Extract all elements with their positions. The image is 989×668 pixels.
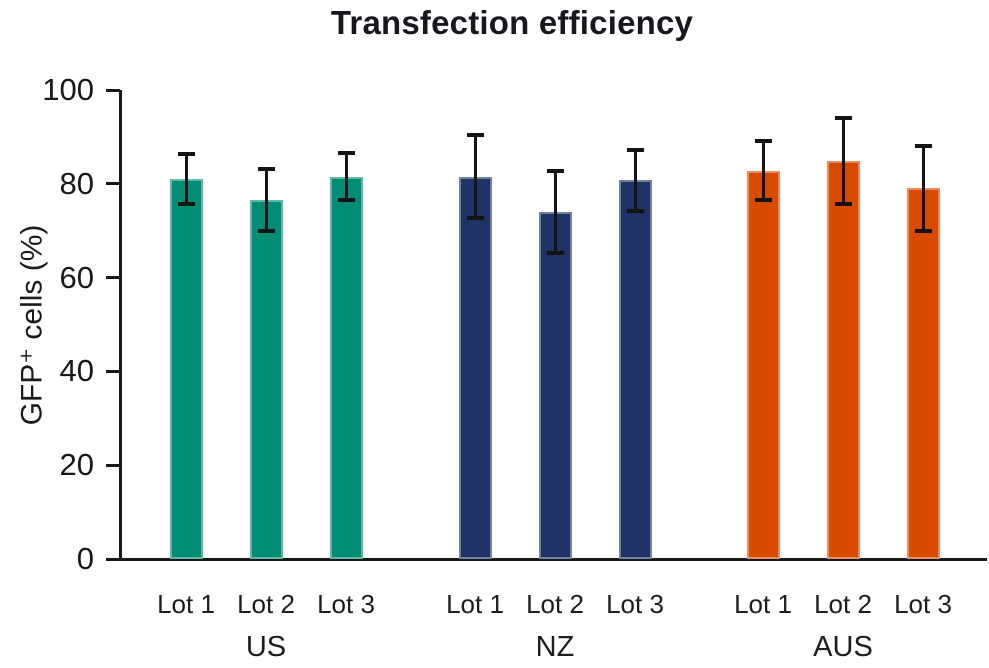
error-bar-cap-aus-lot-3: [914, 143, 932, 148]
y-tick-mark: [106, 463, 120, 467]
bar-nz-lot-2: [538, 211, 572, 559]
error-bar-aus-lot-1: [761, 141, 765, 201]
y-tick-label: 40: [59, 353, 94, 389]
error-bar-us-lot-1: [184, 154, 188, 204]
bar-aus-lot-3: [906, 188, 940, 559]
error-bar-cap-nz-lot-2: [546, 169, 564, 174]
error-bar-cap-us-lot-3: [337, 198, 355, 203]
y-tick-mark: [106, 557, 120, 561]
y-tick-label: 0: [76, 541, 94, 576]
error-bar-cap-us-lot-2: [257, 229, 275, 234]
error-bar-cap-us-lot-3: [337, 151, 355, 156]
error-bar-cap-us-lot-1: [177, 201, 195, 206]
error-bar-cap-us-lot-1: [177, 152, 195, 157]
bar-us-lot-1: [169, 179, 203, 559]
error-bar-cap-nz-lot-2: [546, 250, 564, 255]
y-tick-label: 100: [42, 72, 94, 107]
x-tick-label-aus-lot-1: Lot 1: [734, 589, 792, 619]
y-axis-label: GFP⁺ cells (%): [15, 224, 49, 426]
y-tick-mark: [106, 88, 120, 92]
error-bar-aus-lot-3: [921, 145, 925, 232]
bar-us-lot-3: [329, 176, 363, 559]
error-bar-cap-aus-lot-2: [834, 202, 852, 207]
error-bar-cap-aus-lot-3: [914, 229, 932, 234]
bar-aus-lot-1: [746, 170, 780, 559]
x-tick-label-nz-lot-1: Lot 1: [446, 589, 504, 619]
x-tick-label-us-lot-2: Lot 2: [237, 589, 295, 619]
y-tick-label: 60: [59, 259, 94, 295]
y-tick-mark: [106, 369, 120, 373]
error-bar-nz-lot-3: [633, 149, 637, 211]
error-bar-cap-us-lot-2: [257, 167, 275, 172]
error-bar-us-lot-2: [264, 169, 268, 232]
error-bar-cap-nz-lot-1: [466, 133, 484, 138]
y-axis-line: [119, 90, 122, 561]
error-bar-cap-nz-lot-3: [626, 208, 644, 213]
error-bar-cap-aus-lot-2: [834, 116, 852, 121]
y-tick-label: 80: [59, 165, 94, 201]
bar-us-lot-2: [249, 200, 283, 559]
group-label-nz: NZ: [535, 631, 575, 663]
group-label-aus: AUS: [813, 631, 873, 663]
y-tick-label: 20: [59, 447, 94, 483]
error-bar-cap-aus-lot-1: [754, 139, 772, 144]
x-tick-label-us-lot-1: Lot 1: [157, 589, 215, 619]
error-bar-cap-nz-lot-3: [626, 147, 644, 152]
x-tick-label-nz-lot-3: Lot 3: [606, 589, 664, 619]
bar-aus-lot-2: [826, 161, 860, 559]
bar-nz-lot-3: [618, 180, 652, 559]
error-bar-nz-lot-2: [553, 171, 557, 253]
x-tick-label-us-lot-3: Lot 3: [317, 589, 375, 619]
error-bar-cap-aus-lot-1: [754, 198, 772, 203]
x-tick-label-aus-lot-3: Lot 3: [894, 589, 952, 619]
x-tick-label-nz-lot-2: Lot 2: [526, 589, 584, 619]
error-bar-us-lot-3: [344, 153, 348, 201]
y-tick-mark: [106, 182, 120, 186]
error-bar-cap-nz-lot-1: [466, 216, 484, 221]
error-bar-aus-lot-2: [841, 118, 845, 205]
x-axis-line: [119, 558, 987, 561]
bar-nz-lot-1: [458, 176, 492, 559]
y-tick-mark: [106, 276, 120, 280]
chart-title: Transfection efficiency: [330, 4, 694, 41]
error-bar-nz-lot-1: [473, 135, 477, 219]
x-tick-label-aus-lot-2: Lot 2: [814, 589, 872, 619]
group-label-us: US: [245, 631, 287, 663]
